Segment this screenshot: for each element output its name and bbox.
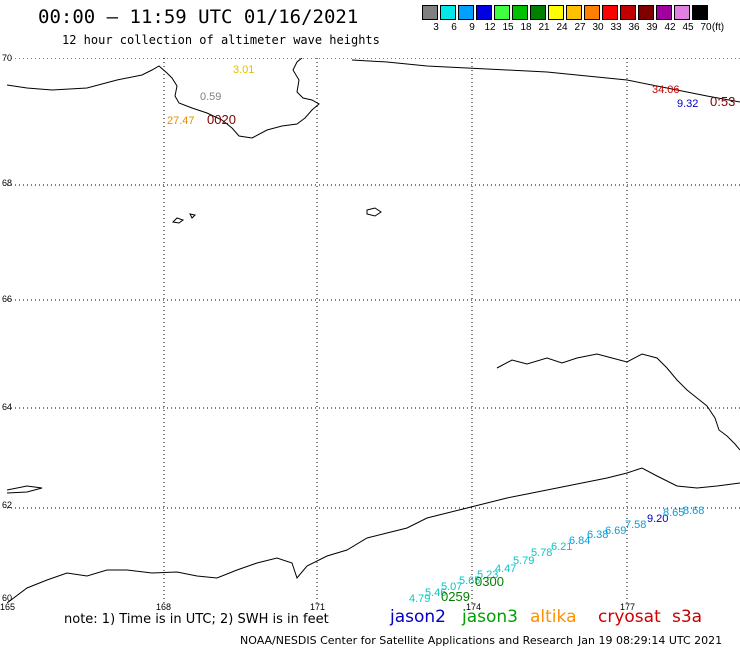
swh-label: 0.59	[200, 91, 221, 103]
legend-swatch	[638, 5, 654, 20]
legend-swatch-label: 24	[556, 22, 568, 33]
latitude-label: 60	[2, 593, 13, 603]
legend-swatch-label: 15	[502, 22, 514, 33]
latitude-label: 68	[2, 178, 13, 188]
mission-label: jason3	[462, 607, 518, 627]
legend-swatch	[440, 5, 456, 20]
mission-label: altika	[530, 607, 577, 627]
swh-label: 6.84	[569, 535, 590, 547]
longitude-label: 174	[466, 602, 482, 612]
legend-swatch	[566, 5, 582, 20]
legend-swatch-label: 12	[484, 22, 496, 33]
legend-swatch-label: 45	[682, 22, 694, 33]
swh-label: 27.47	[167, 115, 195, 127]
legend-swatch-label: 70	[700, 22, 712, 33]
swh-label: 0300	[475, 574, 504, 589]
latitude-label: 64	[2, 402, 13, 412]
legend-swatch	[530, 5, 546, 20]
legend-swatch	[512, 5, 528, 20]
mission-label: s3a	[672, 607, 703, 627]
swh-label: 8.65	[663, 507, 684, 519]
legend-swatch-label: 21	[538, 22, 550, 33]
swh-label: 6.38	[587, 529, 608, 541]
swh-label: 5.79	[513, 555, 534, 567]
longitude-label: 177	[620, 602, 636, 612]
longitude-label: 165	[0, 602, 16, 612]
generated-timestamp: Jan 19 08:29:14 UTC 2021	[578, 634, 723, 647]
swh-label: 3.01	[233, 64, 254, 76]
legend-swatch-label: 33	[610, 22, 622, 33]
swh-label: 0259	[441, 589, 470, 603]
swh-label: 9.32	[677, 98, 698, 110]
graticule	[7, 58, 740, 603]
legend-unit: (ft)	[711, 22, 725, 33]
map-frame	[7, 58, 740, 603]
legend-swatch-label: 36	[628, 22, 640, 33]
swh-label: 34.06	[652, 84, 680, 96]
legend-swatch	[602, 5, 618, 20]
island-a	[171, 217, 185, 224]
legend-swatch	[548, 5, 564, 20]
longitude-label: 171	[310, 602, 326, 612]
swh-label: 8.68	[683, 505, 704, 517]
coastline-west-stub	[7, 485, 43, 494]
legend-swatch-label: 30	[592, 22, 604, 33]
swh-label: 5.78	[531, 547, 552, 559]
legend-swatch-label: 39	[646, 22, 658, 33]
swh-label: 5.65	[459, 575, 480, 587]
legend-swatch-label: 3	[433, 22, 439, 33]
swh-label: 6.69	[605, 525, 626, 537]
legend-swatch	[494, 5, 510, 20]
footer-note: note: 1) Time is in UTC; 2) SWH is in fe…	[64, 612, 329, 627]
mission-label: jason2	[390, 607, 446, 627]
legend-swatch	[656, 5, 672, 20]
legend-swatch-label: 27	[574, 22, 586, 33]
legend-swatch	[674, 5, 690, 20]
legend-swatch	[584, 5, 600, 20]
coastline	[7, 58, 740, 603]
page-title: 00:00 – 11:59 UTC 01/16/2021	[38, 6, 359, 28]
legend-swatch	[620, 5, 636, 20]
latitude-label: 70	[2, 53, 13, 63]
mission-label: cryosat	[598, 607, 661, 627]
legend-swatch-label: 18	[520, 22, 532, 33]
swh-label: 0020	[207, 112, 236, 127]
legend-swatch-label: 6	[451, 22, 457, 33]
swh-label: 5.23	[477, 569, 498, 581]
legend-swatch-label: 42	[664, 22, 676, 33]
page-subtitle: 12 hour collection of altimeter wave hei…	[62, 33, 380, 47]
coastline-south	[7, 467, 740, 603]
legend-swatch	[476, 5, 492, 20]
legend-swatch	[458, 5, 474, 20]
longitude-label: 168	[156, 602, 172, 612]
swh-label: 0:53	[710, 94, 735, 109]
coastline-north-east	[351, 59, 740, 103]
swh-label: 6.21	[551, 541, 572, 553]
latitude-label: 66	[2, 294, 13, 304]
legend-swatch	[422, 5, 438, 20]
swh-label: 5.46	[425, 587, 446, 599]
swh-label: 4.79	[409, 593, 430, 603]
swh-label: 7.58	[625, 519, 646, 531]
island-c	[366, 207, 382, 217]
swh-label: 5.07	[441, 581, 462, 593]
legend-swatch-label: 9	[469, 22, 475, 33]
latitude-label: 62	[2, 500, 13, 510]
legend-swatch	[692, 5, 708, 20]
swh-label: 9.20	[647, 513, 668, 525]
island-b	[189, 213, 197, 219]
credit-text: NOAA/NESDIS Center for Satellite Applica…	[240, 634, 574, 647]
coastline-north	[7, 58, 320, 139]
coastline-east	[496, 353, 740, 451]
swh-label: 4.47	[495, 563, 516, 575]
